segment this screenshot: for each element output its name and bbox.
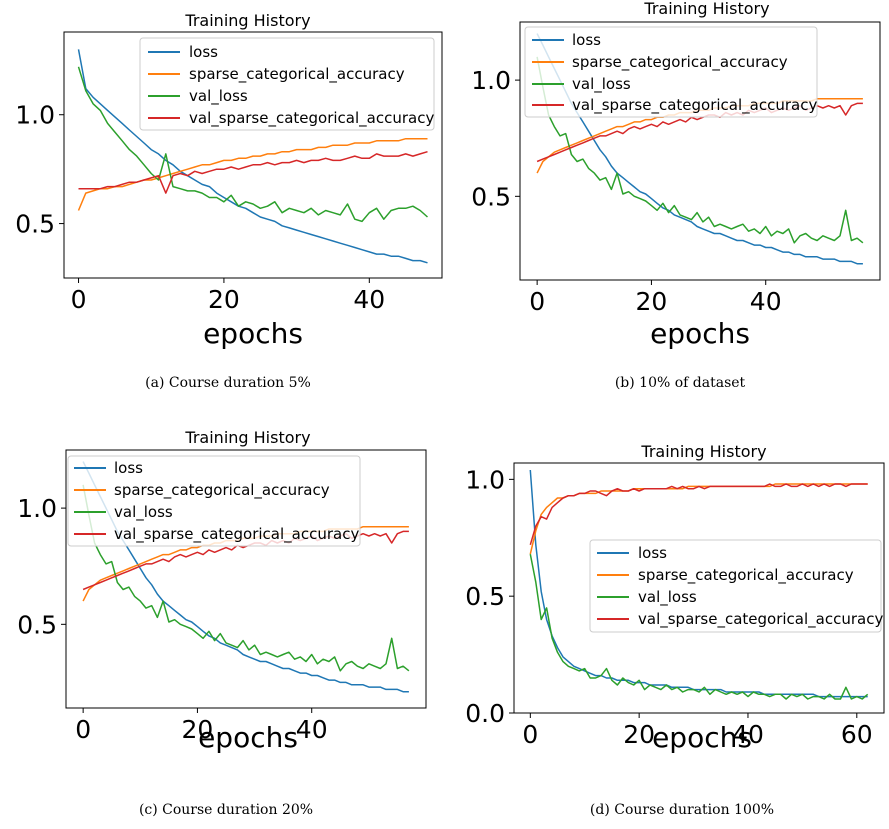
panel-a-legend: loss sparse_categorical_accuracy val_los… bbox=[139, 37, 435, 131]
panel-c-title: Training History bbox=[184, 428, 310, 447]
legend-label-sparse-categorical-accuracy: sparse_categorical_accuracy bbox=[572, 53, 788, 72]
panel-c-caption: (c) Course duration 20% bbox=[139, 802, 313, 818]
series-line-loss bbox=[77, 49, 428, 264]
panel-b-title: Training History bbox=[643, 0, 769, 18]
legend-label-sparse-categorical-accuracy: sparse_categorical_accuracy bbox=[114, 481, 330, 500]
legend-label-sparse-categorical-accuracy: sparse_categorical_accuracy bbox=[189, 65, 405, 84]
panel-d-xlabel: epochs bbox=[652, 721, 752, 754]
panel-a-caption: (a) Course duration 5% bbox=[145, 375, 311, 391]
x-tick-label: 0 bbox=[75, 715, 91, 744]
panel-a-legend-box bbox=[139, 37, 435, 131]
legend-label-val-sparse-categorical-accuracy: val_sparse_categorical_accuracy bbox=[189, 109, 434, 128]
legend-label-loss: loss bbox=[189, 43, 218, 61]
series-line-sparse-categorical-accuracy bbox=[77, 137, 428, 211]
panel-b: Training History 0 20 40 0.5 1.0 epochs loss… bbox=[471, 0, 881, 391]
legend-label-loss: loss bbox=[638, 544, 667, 562]
panel-d-title: Training History bbox=[640, 442, 766, 461]
x-tick-label: 0 bbox=[71, 285, 87, 314]
x-tick-label: 40 bbox=[296, 715, 328, 744]
panel-b-plot-frame bbox=[519, 21, 881, 281]
panel-b-legend: loss sparse_categorical_accuracy val_los… bbox=[524, 26, 818, 118]
series-line-val-loss bbox=[82, 484, 410, 672]
y-tick-label: 1.0 bbox=[17, 494, 57, 523]
legend-label-val-sparse-categorical-accuracy: val_sparse_categorical_accuracy bbox=[638, 610, 883, 629]
x-tick-label: 20 bbox=[182, 715, 214, 744]
panel-d-legend: loss sparse_categorical_accuracy val_los… bbox=[589, 539, 883, 633]
x-tick-label: 40 bbox=[732, 720, 764, 749]
series-line-loss bbox=[536, 33, 863, 265]
panel-b-caption: (b) 10% of dataset bbox=[615, 375, 746, 391]
series-line-val-loss bbox=[536, 56, 864, 244]
panel-a-ticks: 0 20 40 0.5 1.0 bbox=[15, 101, 385, 314]
panel-c: Training History 0 20 40 0.5 1.0 epochs loss… bbox=[17, 428, 427, 818]
legend-label-val-sparse-categorical-accuracy: val_sparse_categorical_accuracy bbox=[572, 96, 817, 115]
panel-a-plot-frame bbox=[63, 31, 443, 279]
panel-d-plot-frame bbox=[513, 462, 885, 714]
x-tick-label: 40 bbox=[750, 287, 782, 316]
panel-a-lines bbox=[77, 49, 428, 264]
panel-a-title: Training History bbox=[184, 11, 310, 30]
panel-c-xlabel: epochs bbox=[198, 721, 298, 754]
legend-label-loss: loss bbox=[114, 459, 143, 477]
panel-b-legend-box bbox=[524, 26, 818, 118]
series-line-val-sparse-categorical-accuracy bbox=[529, 483, 868, 546]
panel-c-legend-box bbox=[67, 455, 361, 547]
y-tick-label: 0.5 bbox=[17, 610, 57, 639]
y-tick-label: 0.5 bbox=[465, 582, 505, 611]
legend-label-val-loss: val_loss bbox=[189, 87, 248, 106]
y-tick-label: 1.0 bbox=[471, 66, 511, 95]
x-tick-label: 20 bbox=[623, 720, 655, 749]
panel-d-lines bbox=[529, 469, 869, 700]
y-tick-label: 0.5 bbox=[15, 210, 55, 239]
x-tick-label: 0 bbox=[522, 720, 538, 749]
y-tick-label: 0.5 bbox=[471, 182, 511, 211]
x-tick-label: 0 bbox=[529, 287, 545, 316]
panel-c-plot-frame bbox=[65, 449, 427, 709]
legend-label-loss: loss bbox=[572, 31, 601, 49]
y-tick-label: 1.0 bbox=[15, 101, 55, 130]
panel-a-xlabel: epochs bbox=[203, 317, 303, 350]
legend-label-val-loss: val_loss bbox=[638, 588, 697, 607]
x-tick-label: 20 bbox=[636, 287, 668, 316]
series-line-loss bbox=[82, 461, 409, 693]
legend-label-val-loss: val_loss bbox=[114, 503, 173, 522]
panel-a: Training History 0 20 40 0.5 1.0 epochs loss… bbox=[15, 11, 443, 391]
y-tick-label: 0.0 bbox=[465, 699, 505, 728]
x-tick-label: 20 bbox=[208, 285, 240, 314]
series-line-val-loss bbox=[77, 66, 428, 223]
panel-b-ticks: 0 20 40 0.5 1.0 bbox=[471, 66, 781, 316]
panel-d: Training History 0 20 40 60 0.0 0.5 1.0 epochs… bbox=[465, 442, 885, 818]
x-tick-label: 60 bbox=[841, 720, 873, 749]
legend-label-sparse-categorical-accuracy: sparse_categorical_accuracy bbox=[638, 566, 854, 585]
panel-c-legend: loss sparse_categorical_accuracy val_los… bbox=[67, 455, 361, 547]
series-line-val-sparse-categorical-accuracy bbox=[78, 150, 428, 194]
series-line-val-loss bbox=[529, 553, 869, 700]
panel-c-ticks: 0 20 40 0.5 1.0 bbox=[17, 494, 327, 744]
legend-label-val-loss: val_loss bbox=[572, 75, 631, 94]
panel-d-ticks: 0 20 40 60 0.0 0.5 1.0 bbox=[465, 465, 872, 749]
y-tick-label: 1.0 bbox=[465, 465, 505, 494]
x-tick-label: 40 bbox=[353, 285, 385, 314]
panel-b-xlabel: epochs bbox=[650, 317, 750, 350]
legend-label-val-sparse-categorical-accuracy: val_sparse_categorical_accuracy bbox=[114, 525, 359, 544]
panel-d-legend-box bbox=[589, 539, 882, 633]
panel-d-caption: (d) Course duration 100% bbox=[590, 802, 774, 818]
